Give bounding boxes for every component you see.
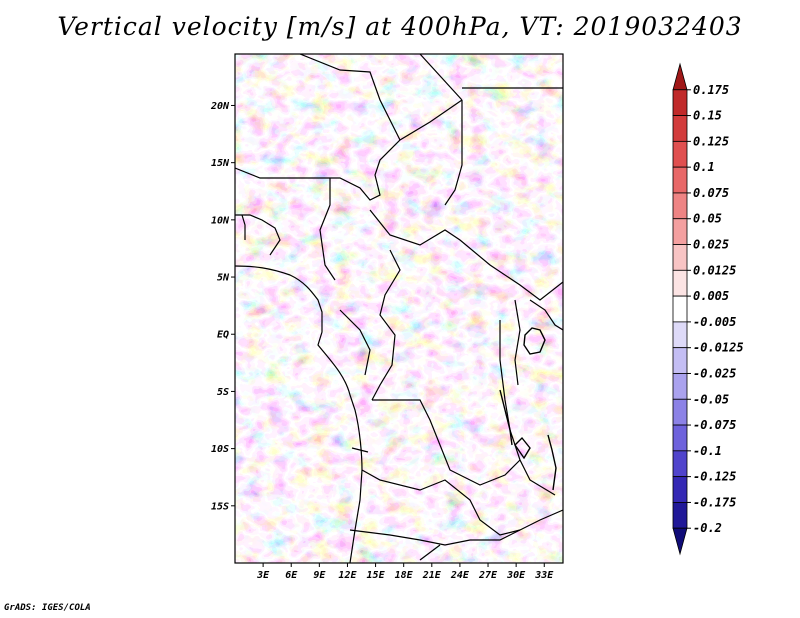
lon-tick-label: 24E	[450, 570, 470, 581]
colorbar-label: 0.15	[693, 109, 722, 123]
colorbar-label: -0.0125	[693, 341, 744, 355]
colorbar-segment	[672, 295, 688, 323]
lat-tick-label: EQ	[217, 330, 229, 341]
colorbar-label: -0.175	[693, 495, 736, 509]
lon-tick-label: 33E	[534, 570, 554, 581]
colorbar-segment	[672, 476, 688, 503]
colorbar-label: 0.05	[693, 212, 722, 226]
colorbar-segment	[672, 373, 688, 400]
lon-tick-label: 21E	[422, 570, 442, 581]
lon-tick-label: 9E	[313, 570, 326, 581]
colorbar-segment	[672, 166, 688, 194]
colorbar-label: -0.005	[693, 315, 736, 329]
lat-tick-label: 15S	[211, 501, 229, 512]
lat-tick-label: 10S	[211, 444, 229, 455]
colorbar-segment	[672, 89, 688, 116]
lat-tick-label: 5N	[217, 273, 230, 284]
country-borders	[235, 54, 563, 563]
colorbar-label: -0.025	[693, 366, 736, 380]
colorbar-label: 0.025	[693, 238, 729, 252]
colorbar-segment	[672, 502, 688, 529]
lon-tick-label: 15E	[367, 570, 386, 581]
colorbar-label: 0.075	[693, 186, 729, 200]
lon-tick-label: 27E	[478, 570, 498, 581]
colorbar-segment	[672, 269, 688, 297]
colorbar-label: 0.0125	[693, 263, 736, 277]
lon-tick-label: 12E	[338, 570, 357, 581]
colorbar-segment	[672, 527, 688, 556]
colorbar-segment	[672, 398, 688, 426]
lat-tick-label: 15N	[211, 158, 230, 169]
colorbar-segment	[672, 218, 688, 245]
map-frame	[234, 53, 564, 564]
colorbar-label: -0.05	[693, 392, 729, 406]
colorbar-segment	[672, 424, 688, 452]
lat-tick-label: 5S	[217, 387, 229, 398]
lat-tick-label: 10N	[211, 215, 230, 226]
lon-tick-label: 18E	[395, 570, 414, 581]
colorbar-segment	[672, 450, 688, 478]
colorbar-label: -0.2	[693, 521, 722, 535]
colorbar-label: 0.175	[693, 83, 729, 97]
lakes	[499, 327, 557, 491]
colorbar-label: -0.1	[693, 444, 722, 458]
map-title: Vertical velocity [m/s] at 400hPa, VT: 2…	[57, 12, 743, 41]
colorbar-segment	[672, 192, 688, 220]
colorbar-label: -0.125	[693, 470, 736, 484]
colorbar-segment	[672, 321, 688, 349]
lat-tick-label: 20N	[210, 101, 230, 112]
colorbar-label: 0.125	[693, 134, 729, 148]
colorbar-segment	[672, 115, 688, 142]
colorbar-segment	[672, 62, 688, 91]
lon-tick-label: 3E	[256, 570, 270, 581]
latitude-axis: 20N 15N 10N 5N EQ 5S 10S 15S	[210, 101, 235, 512]
colorbar-label: 0.1	[693, 160, 715, 174]
longitude-axis: 3E 6E 9E 12E 15E 18E 21E 24E 27E 30E 33E	[256, 563, 554, 581]
colorbar-segment	[672, 140, 688, 168]
colorbar-label: -0.075	[693, 418, 736, 432]
colorbar-segment	[672, 347, 688, 374]
grads-credit: GrADS: IGES/COLA	[4, 603, 91, 613]
colorbar-label: 0.005	[693, 289, 729, 303]
lon-tick-label: 30E	[506, 570, 526, 581]
colorbar-segment	[672, 244, 688, 271]
lon-tick-label: 6E	[285, 570, 298, 581]
